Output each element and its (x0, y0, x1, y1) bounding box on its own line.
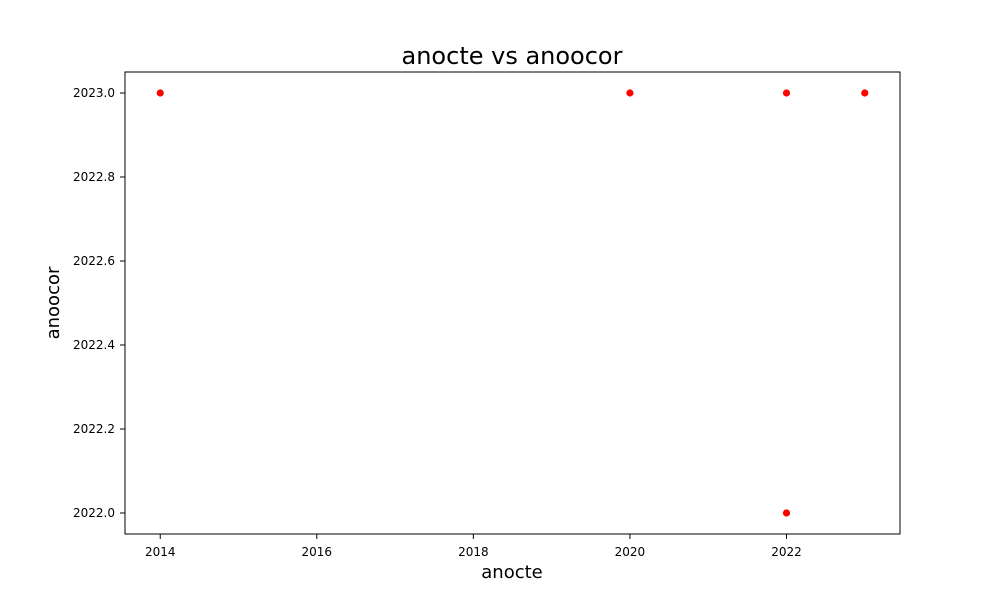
y-tick-label: 2022.2 (73, 422, 115, 436)
x-axis-label: anocte (481, 562, 542, 583)
chart-title: anocte vs anoocor (402, 42, 623, 70)
x-tick-label: 2018 (458, 545, 489, 559)
x-tick-label: 2016 (302, 545, 333, 559)
plot-frame (124, 71, 901, 535)
data-point (782, 89, 791, 97)
plot-area: 2014 2016 2018 2020 2022 2022.0 2022.2 2022.4 20… (73, 71, 901, 559)
y-tick-label: 2022.0 (73, 506, 115, 520)
y-axis-label: anoocor (43, 266, 64, 339)
x-tick-label: 2014 (145, 545, 176, 559)
data-point (156, 89, 164, 97)
data-point (861, 89, 869, 97)
y-tick-label: 2022.6 (73, 254, 115, 268)
data-point (782, 509, 791, 517)
x-tick-label: 2020 (615, 545, 646, 559)
y-tick-label: 2023.0 (73, 86, 115, 100)
x-tick-label: 2022 (771, 545, 802, 559)
data-point (626, 89, 634, 97)
y-tick-label: 2022.8 (73, 170, 115, 184)
y-tick-label: 2022.4 (73, 338, 115, 352)
